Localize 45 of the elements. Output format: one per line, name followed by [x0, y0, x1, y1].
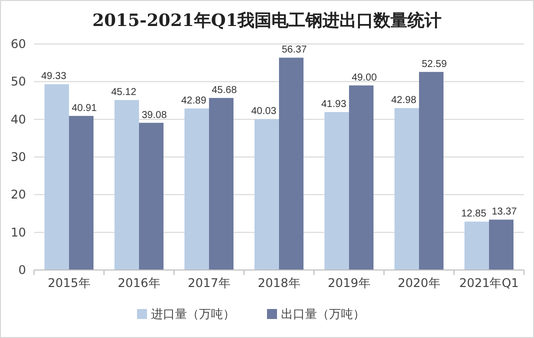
- bar: [184, 108, 209, 270]
- bar: [324, 112, 349, 270]
- bar: [489, 220, 514, 270]
- x-tick-label: 2020年: [398, 276, 440, 290]
- bar: [209, 98, 234, 270]
- bar: [394, 108, 419, 270]
- data-label: 56.37: [282, 44, 308, 56]
- y-tick-label: 0: [18, 263, 26, 277]
- x-tick-label: 2019年: [328, 276, 370, 290]
- data-label: 42.98: [391, 95, 417, 106]
- data-label: 42.89: [181, 95, 207, 106]
- bar: [254, 119, 279, 270]
- y-tick-label: 20: [10, 188, 26, 202]
- data-label: 45.12: [111, 87, 137, 98]
- data-label: 13.37: [492, 206, 518, 218]
- y-tick-label: 40: [10, 112, 26, 126]
- bar: [114, 100, 139, 270]
- x-tick-label: 2015年: [48, 276, 90, 290]
- data-label: 52.59: [422, 58, 448, 70]
- bar: [349, 85, 374, 270]
- y-tick-label: 50: [10, 74, 26, 89]
- data-label: 12.85: [461, 208, 487, 220]
- bar: [279, 58, 304, 270]
- data-label: 45.68: [212, 84, 238, 96]
- y-tick-label: 60: [10, 37, 26, 51]
- y-tick-label: 10: [10, 225, 26, 240]
- legend-label: 出口量（万吨）: [281, 307, 365, 321]
- data-label: 40.03: [251, 106, 277, 118]
- data-label: 39.08: [142, 110, 168, 121]
- x-tick-label: 2016年: [118, 276, 160, 290]
- bar: [44, 84, 69, 270]
- data-label: 40.91: [72, 102, 98, 114]
- data-label: 41.93: [321, 99, 347, 110]
- data-label: 49.33: [41, 71, 67, 82]
- bar: [419, 72, 444, 270]
- y-tick-label: 30: [10, 150, 26, 164]
- bar: [69, 116, 94, 270]
- bar: [139, 122, 164, 270]
- x-tick-label: 2021年Q1: [459, 276, 519, 290]
- chart-title: 2015-2021年Q1我国电工钢进出口数量统计: [92, 11, 442, 31]
- data-label: 49.00: [352, 72, 378, 84]
- x-tick-label: 2018年: [258, 276, 300, 290]
- legend-label: 进口量（万吨）: [151, 307, 235, 321]
- bar: [464, 222, 489, 270]
- x-tick-label: 2017年: [188, 276, 230, 290]
